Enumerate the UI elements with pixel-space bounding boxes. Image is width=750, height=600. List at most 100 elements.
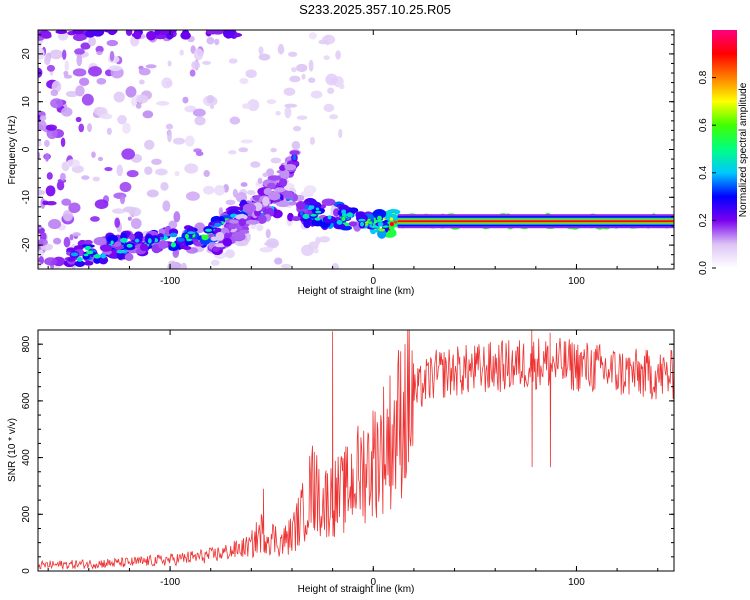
- noise-blob: [262, 172, 269, 177]
- noise-blob: [38, 249, 44, 257]
- ridge-core: [314, 217, 321, 221]
- ridge-halo: [66, 247, 76, 252]
- ridge-core: [389, 221, 395, 227]
- noise-blob: [315, 236, 321, 245]
- noise-blob: [238, 147, 249, 153]
- ridge-halo: [83, 260, 94, 266]
- ridge-core: [341, 216, 346, 222]
- noise-blob: [44, 139, 50, 148]
- y-tick-label: 10: [21, 96, 32, 108]
- x-tick-label: 0: [370, 276, 376, 287]
- ridge-core: [187, 231, 195, 234]
- noise-blob: [49, 49, 63, 60]
- noise-blob: [228, 150, 237, 155]
- secondary-ridge-halo: [268, 191, 281, 201]
- noise-blob: [74, 48, 85, 55]
- secondary-ridge-halo: [214, 243, 226, 248]
- noise-blob: [203, 185, 215, 195]
- colorbar-tick-label: 0.6: [698, 118, 709, 132]
- noise-blob: [308, 32, 317, 40]
- ridge-halo: [100, 244, 113, 252]
- ridge-core: [346, 212, 353, 218]
- ridge-core: [377, 215, 382, 221]
- x-tick-label: 100: [568, 276, 585, 287]
- ridge-core: [327, 215, 332, 220]
- ridge-halo: [348, 221, 358, 227]
- noise-blob: [38, 47, 43, 53]
- noise-blob: [62, 49, 67, 60]
- ridge-halo: [307, 200, 318, 206]
- y-tick-label: -10: [21, 190, 32, 205]
- noise-blob: [151, 158, 162, 165]
- secondary-ridge-halo: [238, 218, 246, 227]
- secondary-ridge-halo: [229, 223, 237, 230]
- noise-blob: [95, 45, 104, 54]
- x-tick-label: 100: [568, 577, 585, 588]
- noise-blob: [338, 83, 345, 90]
- noise-blob: [167, 130, 172, 143]
- secondary-ridge-halo: [245, 219, 260, 225]
- noise-blob: [156, 101, 170, 106]
- noise-blob: [48, 218, 62, 230]
- noise-blob: [133, 31, 142, 40]
- snr-panel: -100 0 100 0 200 400 600 800 Height of straight…: [7, 329, 675, 595]
- noise-blob: [104, 166, 113, 172]
- noise-blob: [185, 191, 200, 201]
- noise-blob: [225, 199, 236, 206]
- colorbar-tick-label: 0.8: [698, 70, 709, 84]
- noise-blob: [292, 125, 302, 132]
- noise-blob: [39, 115, 47, 122]
- y-tick-label: 20: [21, 48, 32, 60]
- snr-ylabel: SNR (10 * v/v): [7, 418, 18, 482]
- ridge-core: [204, 228, 213, 232]
- noise-blob: [38, 119, 47, 131]
- ridge-halo: [295, 201, 306, 210]
- noise-blob: [65, 90, 79, 98]
- colorbar-label: Normalized spectral amplitude: [738, 82, 749, 217]
- ridge-halo: [322, 215, 337, 224]
- noise-blob: [274, 257, 283, 265]
- noise-blob: [303, 185, 317, 195]
- noise-blob: [242, 103, 251, 109]
- secondary-ridge-halo: [274, 187, 286, 193]
- noise-blob: [229, 116, 241, 125]
- noise-blob: [97, 156, 104, 162]
- ridge-core: [76, 257, 83, 262]
- ridge-core: [116, 250, 125, 254]
- noise-blob: [265, 228, 271, 239]
- noise-blob: [62, 209, 73, 222]
- noise-blob: [162, 200, 171, 212]
- noise-blob: [136, 94, 149, 104]
- ridge-core: [360, 221, 365, 227]
- secondary-ridge-halo: [267, 175, 282, 181]
- noise-blob: [180, 31, 191, 39]
- x-tick-label: -100: [160, 276, 180, 287]
- noise-blob: [203, 169, 210, 178]
- noise-blob: [265, 238, 280, 249]
- x-tick-label: 0: [370, 577, 376, 588]
- noise-blob: [72, 68, 87, 77]
- noise-blob: [168, 220, 178, 229]
- noise-blob: [296, 63, 308, 73]
- noise-blob: [206, 37, 215, 45]
- noise-blob: [109, 50, 115, 62]
- noise-blob: [125, 30, 133, 36]
- noise-blob: [270, 157, 282, 164]
- noise-blob: [131, 96, 137, 107]
- noise-blob: [194, 116, 206, 126]
- colorbar-tick-label: 0.0: [698, 261, 709, 275]
- noise-blob: [257, 177, 263, 184]
- noise-blob: [246, 190, 256, 196]
- noise-blob: [75, 85, 85, 97]
- noise-blob: [38, 238, 48, 246]
- ridge-core: [83, 253, 89, 257]
- noise-blob: [335, 50, 341, 60]
- colorbar-tick-label: 0.4: [698, 165, 709, 179]
- ridge-core: [169, 232, 178, 238]
- noise-blob: [63, 236, 71, 248]
- noise-blob: [45, 124, 58, 131]
- noise-blob: [301, 73, 306, 80]
- noise-blob: [202, 60, 211, 65]
- colorbar-gradient: [712, 30, 737, 268]
- noise-blob: [50, 89, 59, 97]
